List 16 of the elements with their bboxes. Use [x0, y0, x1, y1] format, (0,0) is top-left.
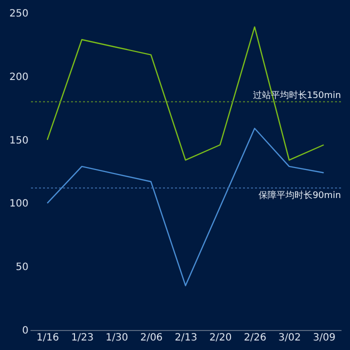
x-tick-label: 1/23: [71, 332, 94, 344]
y-tick-label: 50: [16, 262, 28, 274]
y-tick-label: 0: [22, 326, 28, 336]
x-tick-label: 2/13: [174, 332, 198, 344]
x-tick-label: 1/16: [36, 332, 60, 344]
y-tick-label: 100: [9, 198, 28, 210]
x-tick-label: 3/09: [312, 332, 336, 344]
y-tick-label: 200: [9, 72, 28, 83]
x-tick-label: 1/30: [106, 332, 128, 344]
y-tick-label: 150: [9, 135, 28, 146]
ref-line-label: 保障平均时长90min: [258, 190, 341, 201]
y-tick-label: 250: [9, 8, 28, 20]
x-tick-label: 2/26: [244, 332, 266, 344]
x-tick-label: 2/06: [140, 332, 163, 344]
x-tick-label: 3/02: [278, 332, 301, 344]
x-tick-label: 2/20: [209, 332, 232, 344]
